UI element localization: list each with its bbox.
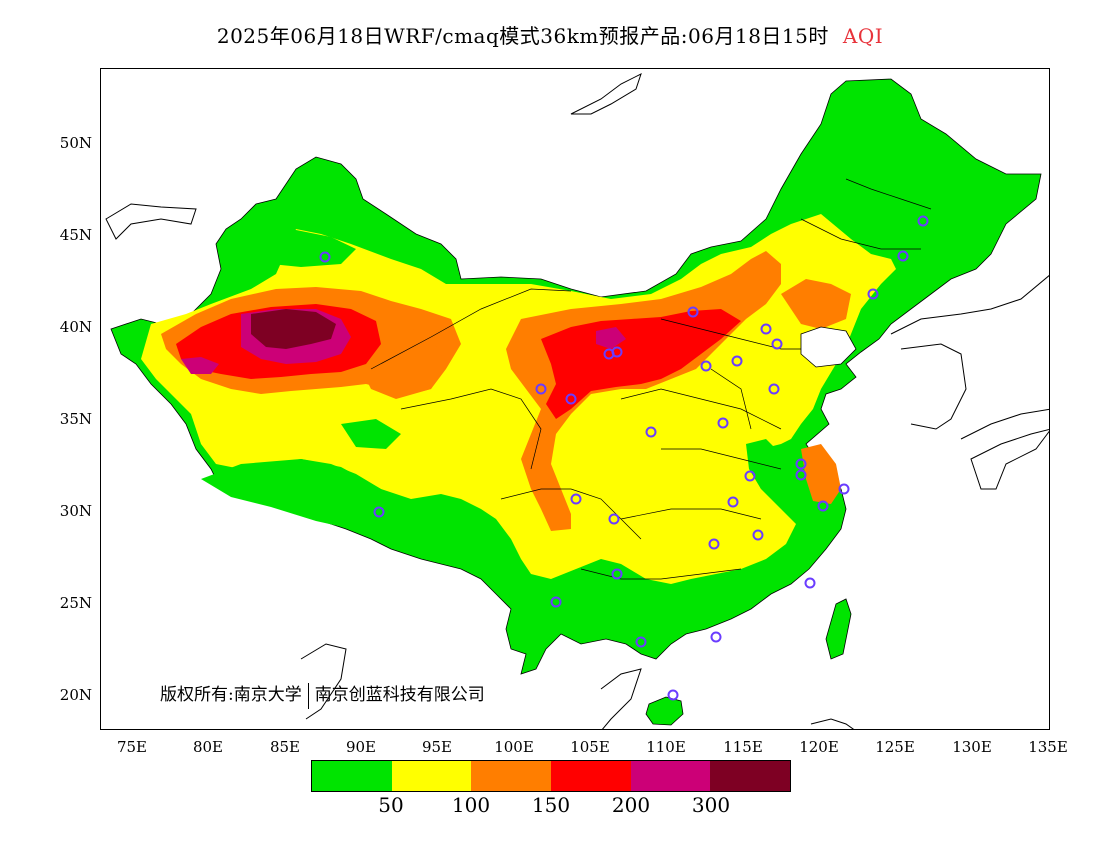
y-tick-30n: 30N [59, 502, 92, 520]
station-marker [373, 506, 385, 518]
station-marker [795, 458, 807, 470]
station-marker [635, 636, 647, 648]
station-marker [565, 393, 577, 405]
green-patch-north [256, 229, 356, 267]
title-tag-aqi: AQI [842, 24, 884, 48]
x-tick-100e: 100E [494, 738, 534, 756]
x-tick-135e: 135E [1028, 738, 1068, 756]
bohai-sea [800, 326, 857, 368]
station-marker [795, 469, 807, 481]
station-marker [550, 596, 562, 608]
legend-label-50: 50 [378, 793, 404, 817]
green-patch-tibet [201, 459, 401, 539]
station-marker [700, 360, 712, 372]
x-tick-90e: 90E [345, 738, 377, 756]
legend-swatch-maroon [710, 761, 791, 791]
station-marker [608, 513, 620, 525]
province-boundaries [370, 178, 932, 580]
station-marker [804, 577, 816, 589]
copyright-text: 版权所有:南京大学 南京创蓝科技有限公司 [160, 680, 485, 709]
legend-label-200: 200 [611, 793, 651, 817]
y-tick-25n: 25N [59, 594, 92, 612]
legend-swatch-green [312, 761, 392, 791]
x-tick-110e: 110E [646, 738, 686, 756]
station-marker [708, 538, 720, 550]
map-title: 2025年06月18日WRF/cmaq模式36km预报产品:06月18日15时 A… [0, 20, 1100, 49]
copyright-org2: 南京创蓝科技有限公司 [314, 685, 485, 705]
station-marker [645, 426, 657, 438]
station-markers [319, 215, 929, 701]
station-marker [727, 496, 739, 508]
x-tick-95e: 95E [421, 738, 453, 756]
copyright-org1: 南京大学 [233, 685, 302, 705]
station-marker [897, 250, 909, 262]
y-tick-35n: 35N [59, 410, 92, 428]
copyright-divider [307, 682, 309, 709]
x-tick-130e: 130E [952, 738, 992, 756]
x-tick-120e: 120E [799, 738, 839, 756]
station-marker [667, 689, 679, 701]
aqi-orange-zone-jiangsu [801, 444, 841, 504]
copyright-prefix: 版权所有: [160, 685, 234, 705]
station-marker [535, 383, 547, 395]
taiwan-island [825, 598, 852, 660]
x-tick-115e: 115E [723, 738, 763, 756]
legend-label-300: 300 [691, 793, 731, 817]
y-tick-50n: 50N [59, 134, 92, 152]
station-marker [710, 631, 722, 643]
green-patch-qinghai [341, 419, 401, 449]
legend-swatch-orange [471, 761, 552, 791]
x-tick-80e: 80E [192, 738, 224, 756]
station-marker [768, 383, 780, 395]
station-marker [838, 483, 850, 495]
station-marker [744, 470, 756, 482]
title-main: 2025年06月18日WRF/cmaq模式36km预报产品:06月18日15时 [216, 24, 829, 48]
station-marker [731, 355, 743, 367]
station-marker [817, 500, 829, 512]
station-marker [867, 288, 879, 300]
station-marker [917, 215, 929, 227]
station-marker [760, 323, 772, 335]
station-marker [611, 568, 623, 580]
aqi-maroon-zone [251, 309, 336, 349]
station-marker [319, 251, 331, 263]
aqi-map [105, 73, 1049, 729]
map-frame [100, 68, 1050, 730]
aqi-purple-zone-north [596, 327, 626, 349]
station-marker [771, 338, 783, 350]
hainan-island [645, 696, 684, 726]
aqi-orange-zone-central [361, 324, 446, 399]
station-marker [603, 348, 615, 360]
y-tick-40n: 40N [59, 318, 92, 336]
station-marker [687, 306, 699, 318]
x-tick-105e: 105E [570, 738, 610, 756]
aqi-legend [311, 760, 791, 792]
aqi-purple-zone-small [181, 357, 219, 374]
green-patch-anhui [746, 439, 791, 494]
x-tick-125e: 125E [875, 738, 915, 756]
aqi-orange-zone-bohai [781, 279, 851, 329]
legend-label-100: 100 [451, 793, 491, 817]
legend-swatch-purple [630, 761, 711, 791]
y-tick-20n: 20N [59, 686, 92, 704]
neighbor-coastlines [105, 73, 1049, 729]
legend-swatch-yellow [391, 761, 472, 791]
x-tick-75e: 75E [116, 738, 148, 756]
station-marker [717, 417, 729, 429]
x-tick-85e: 85E [269, 738, 301, 756]
legend-label-150: 150 [531, 793, 571, 817]
station-marker [752, 529, 764, 541]
aqi-red-zone-north [541, 309, 741, 419]
y-tick-45n: 45N [59, 226, 92, 244]
station-marker [570, 493, 582, 505]
legend-swatch-red [551, 761, 631, 791]
